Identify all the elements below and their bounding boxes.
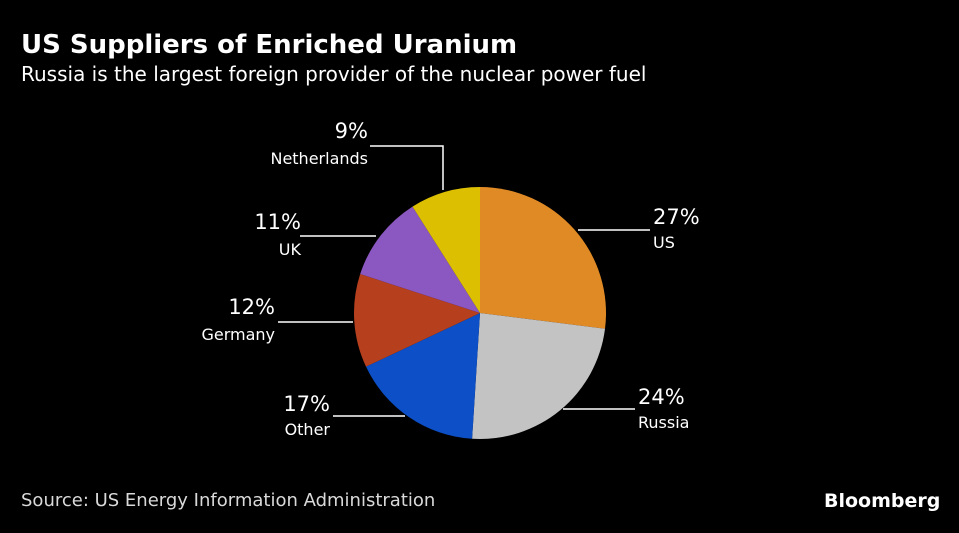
pie-slice-russia [472, 313, 606, 439]
pie-slice-other [365, 313, 480, 439]
leader-line-netherlands [370, 145, 444, 190]
bloomberg-logo: Bloomberg [824, 490, 941, 512]
slice-percent-germany: 12% [228, 295, 275, 319]
leader-lines [278, 145, 650, 417]
slice-percent-us: 27% [653, 205, 700, 229]
slice-percent-netherlands: 9% [335, 119, 368, 143]
slice-percent-uk: 11% [254, 210, 301, 234]
pie-slice-uk [360, 206, 480, 313]
pie-slice-us [480, 187, 607, 329]
slice-label-netherlands: Netherlands [270, 149, 368, 168]
slice-label-uk: UK [279, 240, 302, 259]
pie-slices [354, 187, 607, 439]
source-note: Source: US Energy Information Administra… [21, 490, 436, 511]
slice-percent-russia: 24% [638, 385, 685, 409]
slice-percent-other: 17% [283, 392, 330, 416]
slice-label-other: Other [285, 420, 331, 439]
pie-slice-germany [354, 274, 480, 367]
slice-label-germany: Germany [201, 325, 275, 344]
pie-slice-netherlands [412, 187, 480, 313]
chart-subtitle: Russia is the largest foreign provider o… [21, 62, 647, 86]
slice-labels: 27% US 24% Russia 17% Other 12% Germany 11% UK 9% N… [201, 119, 699, 439]
slice-label-us: US [653, 233, 675, 252]
slice-label-russia: Russia [638, 413, 689, 432]
chart-title: US Suppliers of Enriched Uranium [21, 30, 518, 60]
